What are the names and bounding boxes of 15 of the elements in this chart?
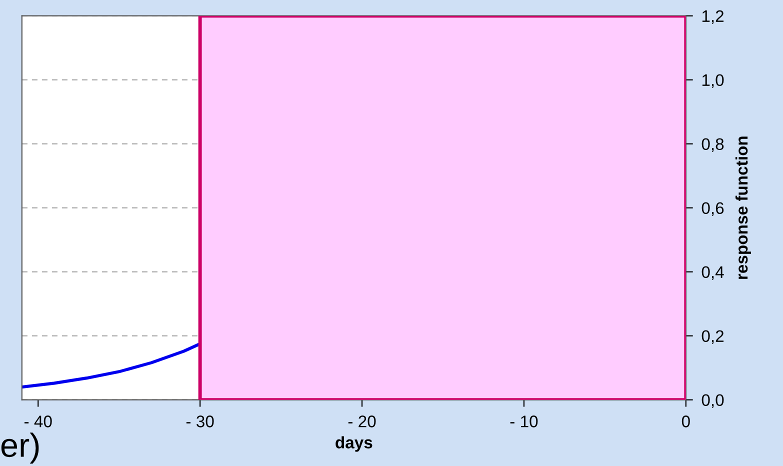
y-tick-label: 1,0 [702, 74, 724, 88]
x-tick-label: 0 [682, 416, 690, 428]
text: er) [1, 432, 39, 464]
x-axis-title: days [336, 436, 372, 452]
y-tick-label: 0,4 [702, 266, 724, 280]
y-tick-label: 0,0 [702, 394, 724, 408]
y-tick-label: 0,6 [702, 202, 724, 216]
y-tick-label: 0,8 [702, 138, 724, 152]
x-tick-label: - 40 [24, 416, 52, 428]
x-tick-label: - 10 [510, 416, 538, 428]
y-tick-label: 0,2 [702, 330, 724, 344]
x-tick-label: - 30 [186, 416, 214, 428]
x-tick-label: - 20 [348, 416, 376, 428]
y-tick-label: 1,2 [702, 10, 724, 24]
y-axis-title: response function [735, 136, 751, 279]
